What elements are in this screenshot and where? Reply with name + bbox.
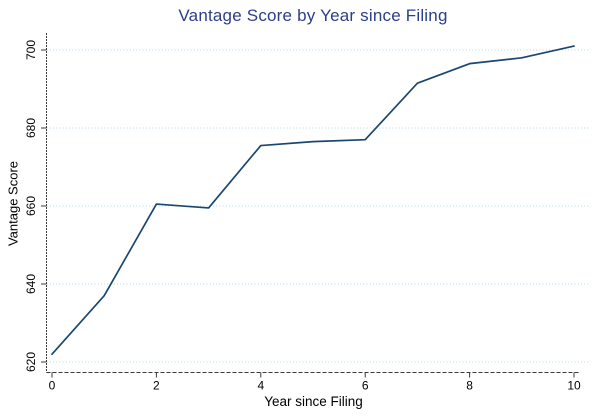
y-tick-label: 640 bbox=[24, 274, 38, 294]
x-tick-label: 10 bbox=[567, 379, 581, 393]
x-tick-label: 0 bbox=[49, 379, 56, 393]
y-tick-label: 680 bbox=[24, 118, 38, 138]
chart-title: Vantage Score by Year since Filing bbox=[178, 6, 448, 25]
score-line-series bbox=[51, 45, 575, 356]
x-tick-label: 4 bbox=[257, 379, 264, 393]
y-tick-label: 620 bbox=[24, 352, 38, 372]
y-tick-label: 700 bbox=[24, 40, 38, 60]
x-tick-label: 2 bbox=[153, 379, 160, 393]
x-axis-title: Year since Filing bbox=[264, 394, 363, 409]
x-tick-label: 8 bbox=[466, 379, 473, 393]
y-tick-label: 660 bbox=[24, 196, 38, 216]
x-tick-label: 6 bbox=[362, 379, 369, 393]
